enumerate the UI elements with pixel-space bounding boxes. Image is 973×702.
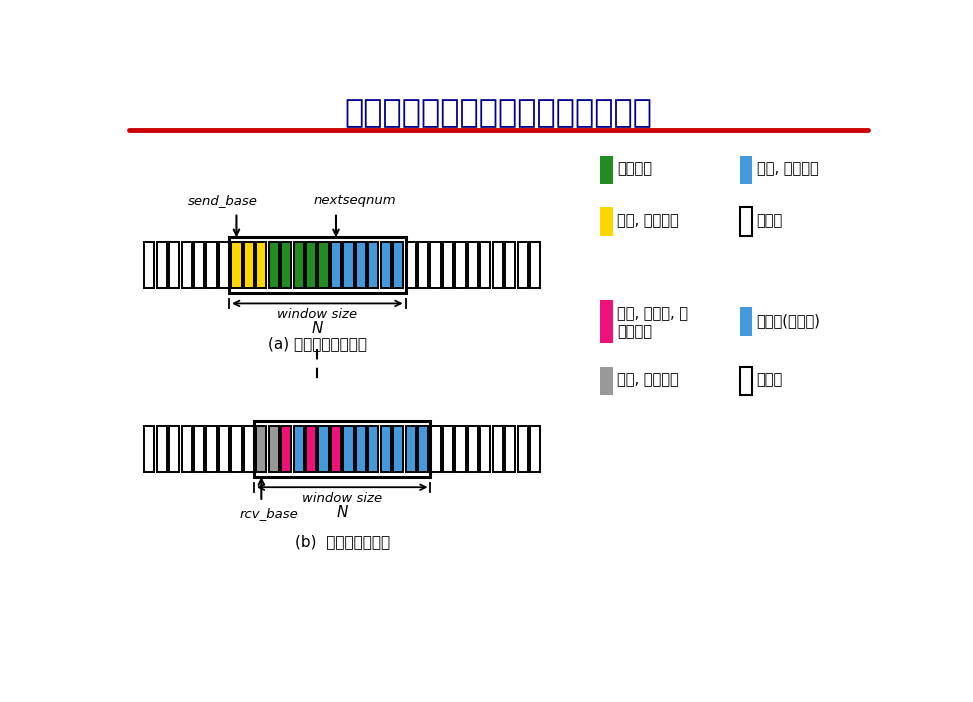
Bar <box>443 426 453 472</box>
Bar <box>254 421 430 477</box>
Bar <box>740 367 752 395</box>
Bar <box>368 242 378 289</box>
Bar <box>505 242 516 289</box>
Bar <box>356 242 366 289</box>
Bar <box>182 242 192 289</box>
Bar <box>306 242 316 289</box>
Bar <box>393 242 403 289</box>
Bar <box>244 426 254 472</box>
Bar <box>492 242 503 289</box>
Bar <box>600 300 613 343</box>
Bar <box>232 242 241 289</box>
Text: 不可用: 不可用 <box>757 373 783 388</box>
Bar <box>206 426 217 472</box>
Bar <box>281 426 291 472</box>
Bar <box>518 426 527 472</box>
Bar <box>229 237 406 293</box>
Bar <box>343 242 353 289</box>
Text: 失序, 已缓存, 但: 失序, 已缓存, 但 <box>617 307 688 322</box>
Bar <box>418 426 428 472</box>
Bar <box>244 242 254 289</box>
Bar <box>256 426 267 472</box>
Bar <box>455 242 465 289</box>
Bar <box>393 426 403 472</box>
Bar <box>455 426 465 472</box>
Bar <box>182 426 192 472</box>
Bar <box>368 426 378 472</box>
Bar <box>505 426 516 472</box>
Bar <box>406 426 415 472</box>
Text: nextseqnum: nextseqnum <box>313 194 396 207</box>
Bar <box>157 242 167 289</box>
Bar <box>481 242 490 289</box>
Bar <box>206 242 217 289</box>
Bar <box>740 307 752 336</box>
Bar <box>430 426 441 472</box>
Bar <box>443 242 453 289</box>
Text: 选择重传发送方和接收方的序号空间: 选择重传发送方和接收方的序号空间 <box>344 98 653 128</box>
Text: send_base: send_base <box>188 194 258 207</box>
Bar <box>331 426 342 472</box>
Bar <box>281 242 291 289</box>
Bar <box>294 426 304 472</box>
Bar <box>157 426 167 472</box>
Bar <box>144 242 155 289</box>
Bar <box>600 367 613 395</box>
Text: rcv_base: rcv_base <box>239 508 299 520</box>
Bar <box>169 426 179 472</box>
Bar <box>194 426 204 472</box>
Bar <box>356 426 366 472</box>
Bar <box>740 156 752 184</box>
Bar <box>468 426 478 472</box>
Text: N: N <box>337 505 348 519</box>
Bar <box>530 242 540 289</box>
Bar <box>219 426 229 472</box>
Text: 可接受(窗口内): 可接受(窗口内) <box>757 313 820 328</box>
Bar <box>530 426 540 472</box>
Bar <box>269 426 279 472</box>
Bar <box>331 242 342 289</box>
Text: 已经确认: 已经确认 <box>617 161 652 177</box>
Bar <box>740 208 752 236</box>
Bar <box>481 426 490 472</box>
Text: (b)  接收看到的序号: (b) 接收看到的序号 <box>295 534 390 549</box>
Bar <box>294 242 304 289</box>
Bar <box>380 242 391 289</box>
Bar <box>144 426 155 472</box>
Bar <box>343 426 353 472</box>
Text: window size: window size <box>277 307 357 321</box>
Text: 发送, 还未确认: 发送, 还未确认 <box>617 213 679 228</box>
Bar <box>256 242 267 289</box>
Bar <box>406 242 415 289</box>
Bar <box>318 242 329 289</box>
Text: 不可用: 不可用 <box>757 213 783 228</box>
Text: 期待, 还未收到: 期待, 还未收到 <box>617 373 679 388</box>
Text: 可用, 还未发送: 可用, 还未发送 <box>757 161 818 177</box>
Bar <box>194 242 204 289</box>
Text: window size: window size <box>303 491 382 505</box>
Bar <box>518 242 527 289</box>
Bar <box>380 426 391 472</box>
Bar <box>600 156 613 184</box>
Bar <box>600 208 613 236</box>
Bar <box>318 426 329 472</box>
Bar <box>169 242 179 289</box>
Text: 未被确认: 未被确认 <box>617 324 652 339</box>
Bar <box>418 242 428 289</box>
Bar <box>219 242 229 289</box>
Bar <box>306 426 316 472</box>
Bar <box>269 242 279 289</box>
Text: N: N <box>311 321 323 336</box>
Bar <box>232 426 241 472</box>
Bar <box>492 426 503 472</box>
Bar <box>468 242 478 289</box>
Text: (a) 发送方看到的序号: (a) 发送方看到的序号 <box>268 336 367 351</box>
Bar <box>430 242 441 289</box>
